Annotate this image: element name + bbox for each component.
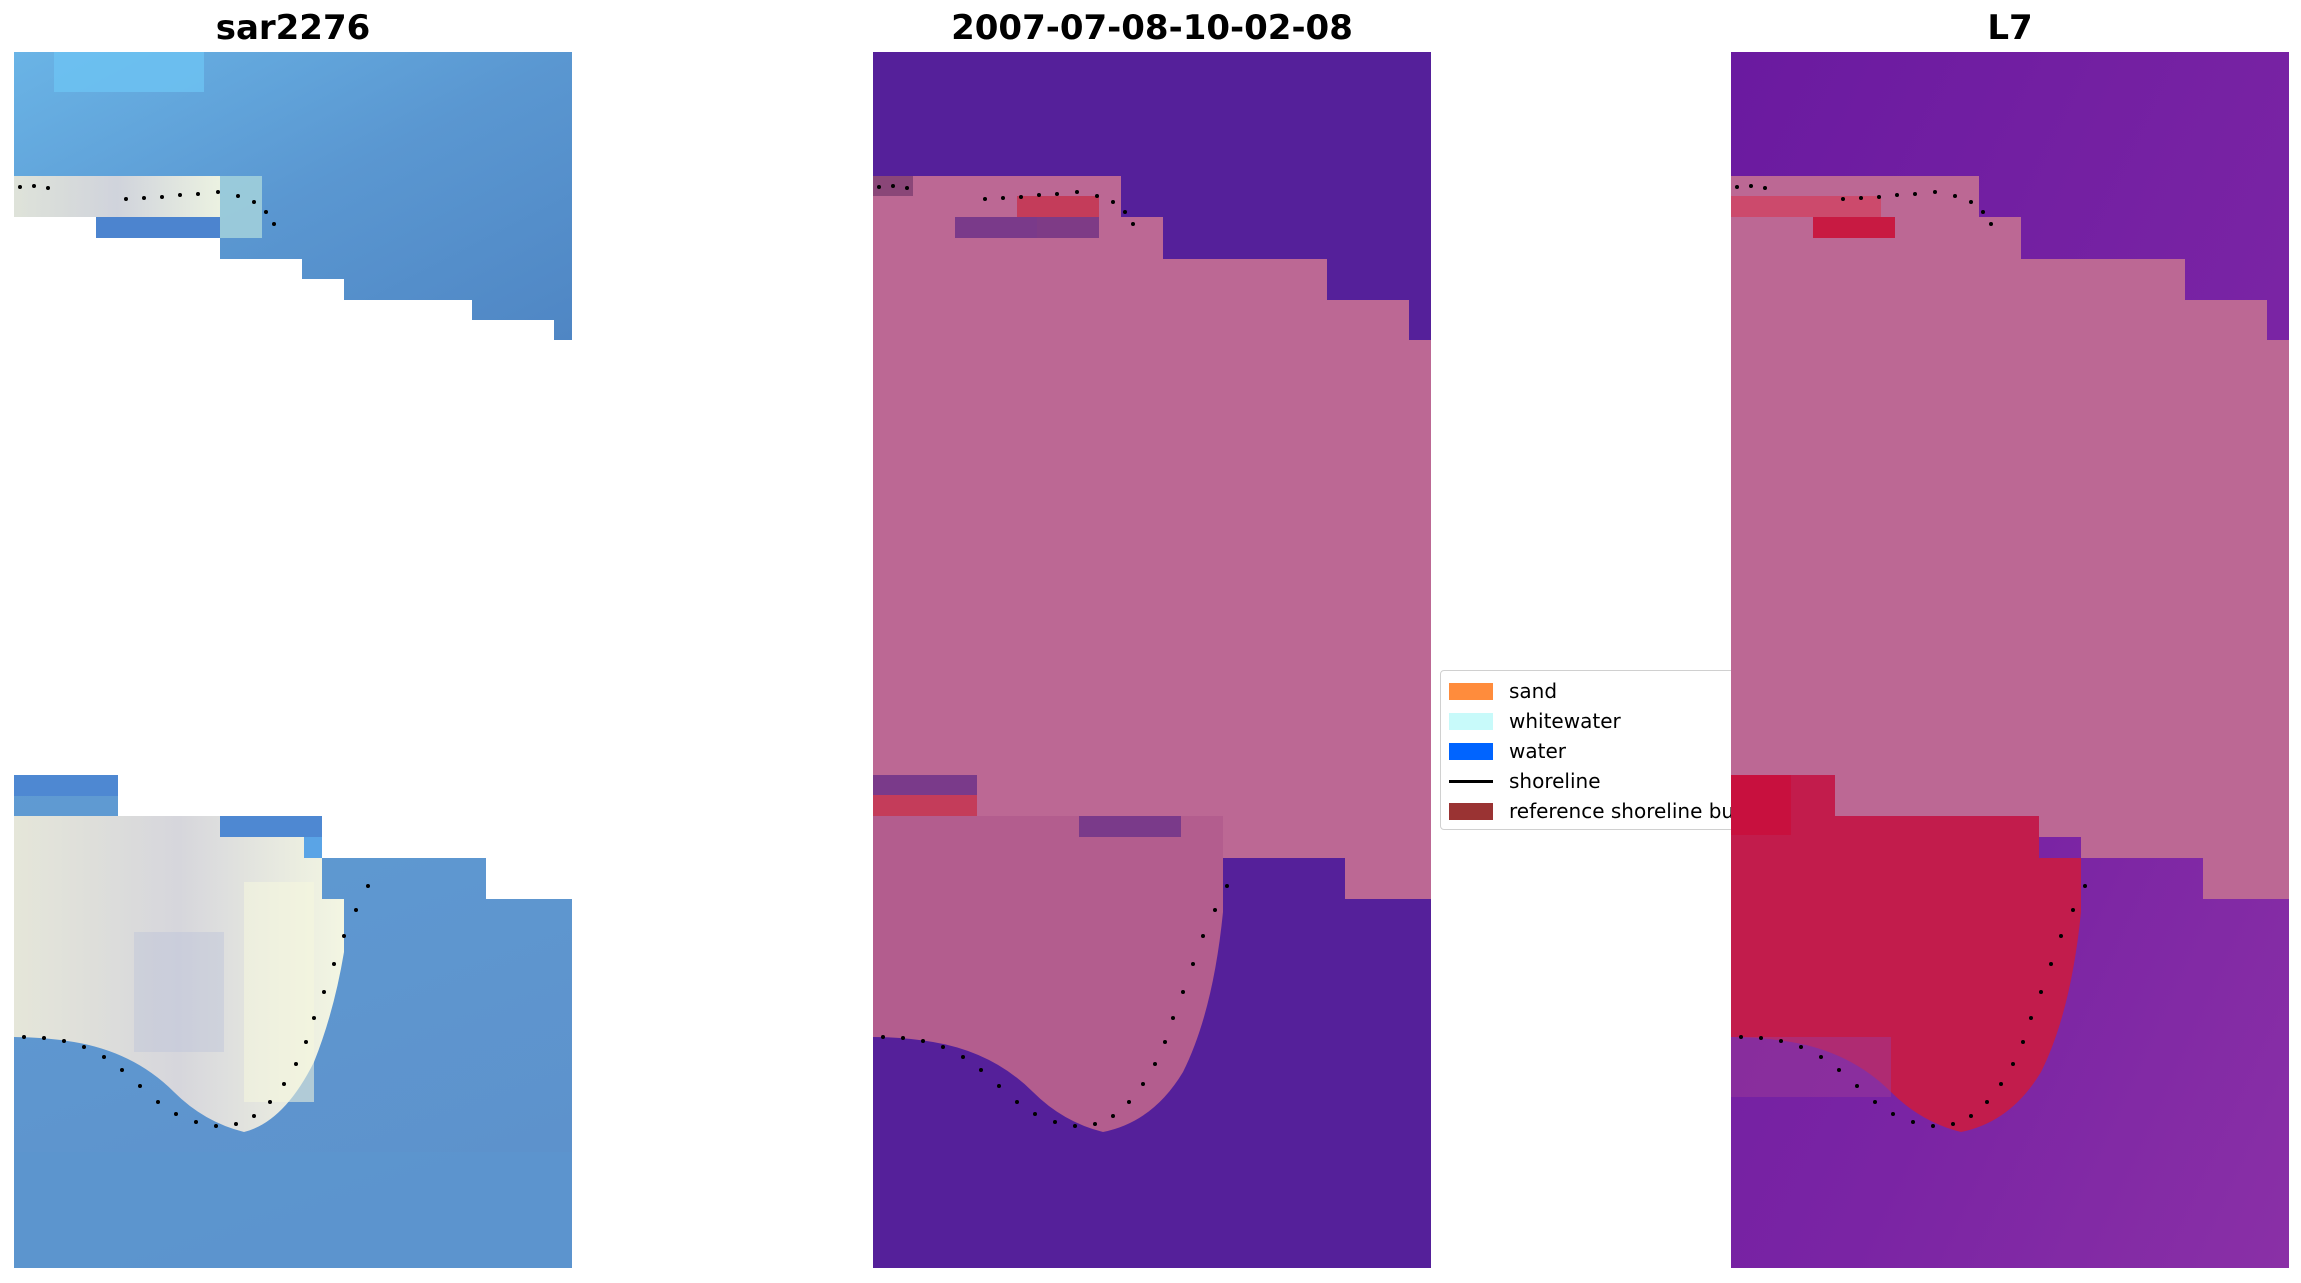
index-land-region <box>1731 176 2289 899</box>
top-highlight <box>54 52 204 92</box>
shoreline-line <box>18 184 370 1128</box>
legend: sand whitewater water shoreline referenc… <box>1440 670 1788 830</box>
panel-title-classified: 2007-07-08-10-02-08 <box>951 8 1353 48</box>
legend-label: reference shoreline buffer <box>1509 799 1769 823</box>
sand-swatch <box>1449 682 1493 700</box>
bottom-land-lobe <box>873 816 1223 1132</box>
index-image-panel-overlay <box>1731 665 1791 835</box>
shoreline-line <box>1735 184 2087 1128</box>
legend-label: whitewater <box>1509 709 1621 733</box>
shoreline-swatch <box>1449 779 1493 783</box>
legend-label: shoreline <box>1509 769 1601 793</box>
water-swatch <box>1449 742 1493 760</box>
legend-item-whitewater: whitewater <box>1449 709 1621 733</box>
panel-title-index: L7 <box>1987 8 2033 48</box>
legend-label: sand <box>1509 679 1558 703</box>
legend-item-sand: sand <box>1449 679 1557 703</box>
classified-image-panel <box>873 52 1431 1268</box>
buffer-swatch <box>1449 802 1493 820</box>
legend-item-water: water <box>1449 739 1566 763</box>
legend-label: water <box>1509 739 1566 763</box>
class-land-region <box>873 176 1431 899</box>
rgb-image-panel <box>14 52 572 1268</box>
legend-item-reference-buffer: reference shoreline buffer <box>1449 799 1768 823</box>
index-image-panel <box>1731 52 2289 1268</box>
legend-item-shoreline: shoreline <box>1449 769 1601 793</box>
top-water-region <box>14 52 572 340</box>
shoreline-line <box>877 184 1229 1128</box>
panel-title-rgb: sar2276 <box>215 8 371 48</box>
top-beach-strip <box>14 176 220 238</box>
whitewater-swatch <box>1449 712 1493 730</box>
